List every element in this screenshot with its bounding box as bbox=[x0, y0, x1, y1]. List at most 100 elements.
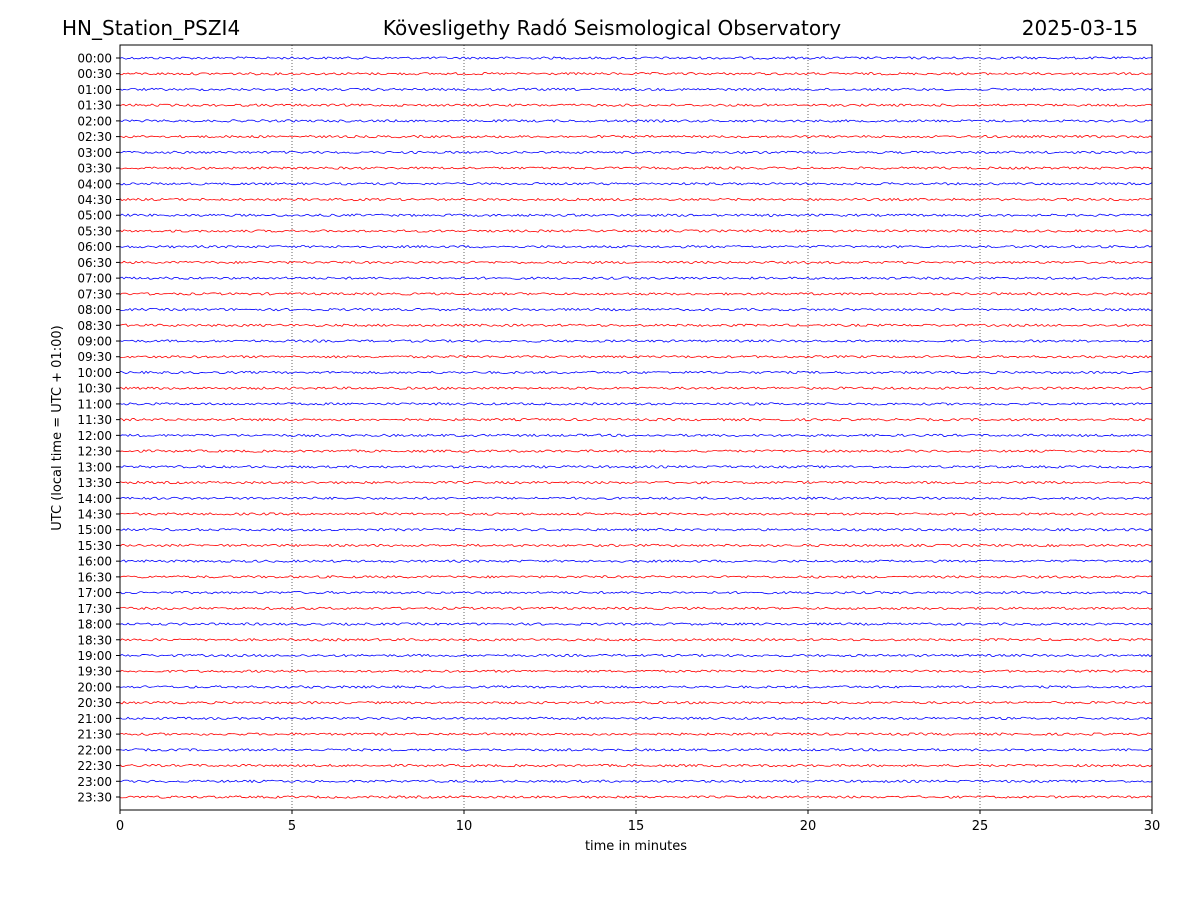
seismic-trace bbox=[119, 763, 1153, 768]
seismic-trace bbox=[119, 292, 1153, 296]
seismic-trace bbox=[119, 386, 1153, 390]
y-tick-label: 04:00 bbox=[77, 177, 112, 191]
y-tick-label: 09:00 bbox=[77, 335, 112, 349]
seismic-trace bbox=[119, 465, 1153, 469]
seismic-trace bbox=[119, 543, 1153, 548]
seismic-trace bbox=[119, 229, 1153, 233]
y-tick-label: 12:00 bbox=[77, 429, 112, 443]
y-tick-label: 11:30 bbox=[77, 413, 112, 427]
seismic-trace bbox=[119, 307, 1153, 312]
y-tick-label: 21:00 bbox=[77, 712, 112, 726]
y-tick-label: 13:00 bbox=[77, 460, 112, 474]
seismic-trace bbox=[119, 590, 1153, 595]
seismic-trace bbox=[119, 182, 1153, 186]
y-tick-label: 22:00 bbox=[77, 743, 112, 757]
plot-area bbox=[119, 45, 1153, 810]
seismic-trace bbox=[119, 370, 1153, 375]
seismic-trace bbox=[119, 527, 1153, 532]
y-tick-label: 02:00 bbox=[77, 114, 112, 128]
y-tick-label: 18:00 bbox=[77, 618, 112, 632]
seismic-trace bbox=[119, 559, 1153, 563]
y-tick-label: 01:00 bbox=[77, 83, 112, 97]
y-tick-label: 07:30 bbox=[77, 287, 112, 301]
seismic-trace bbox=[119, 622, 1153, 626]
x-tick-label: 10 bbox=[456, 819, 473, 834]
seismic-trace bbox=[119, 197, 1153, 202]
seismic-trace bbox=[119, 323, 1153, 328]
seismic-trace bbox=[119, 213, 1153, 217]
y-tick-label: 15:30 bbox=[77, 539, 112, 553]
seismic-trace bbox=[119, 748, 1153, 752]
seismic-trace bbox=[119, 653, 1153, 658]
y-tick-label: 09:30 bbox=[77, 350, 112, 364]
seismic-trace bbox=[119, 669, 1153, 673]
y-tick-label: 14:30 bbox=[77, 507, 112, 521]
y-tick-label: 03:30 bbox=[77, 162, 112, 176]
seismic-trace bbox=[119, 638, 1153, 642]
y-tick-label: 21:30 bbox=[77, 728, 112, 742]
seismic-trace bbox=[119, 449, 1153, 453]
y-tick-label: 10:30 bbox=[77, 382, 112, 396]
y-tick-label: 12:30 bbox=[77, 445, 112, 459]
y-tick-label: 01:30 bbox=[77, 99, 112, 113]
seismic-trace bbox=[119, 732, 1153, 736]
y-tick-label: 04:30 bbox=[77, 193, 112, 207]
seismic-trace bbox=[119, 134, 1153, 139]
x-axis-label: time in minutes bbox=[585, 839, 687, 854]
y-axis-label: UTC (local time = UTC + 01:00) bbox=[50, 325, 65, 530]
y-tick-label: 10:00 bbox=[77, 366, 112, 380]
seismic-trace bbox=[119, 260, 1153, 265]
seismic-trace bbox=[119, 166, 1153, 170]
chart-title: Kövesligethy Radó Seismological Observat… bbox=[383, 16, 841, 40]
y-tick-label: 05:00 bbox=[77, 209, 112, 223]
date-label: 2025-03-15 bbox=[1022, 16, 1138, 40]
y-tick-label: 19:00 bbox=[77, 649, 112, 663]
y-tick-label: 19:30 bbox=[77, 665, 112, 679]
y-tick-label: 02:30 bbox=[77, 130, 112, 144]
seismic-trace bbox=[119, 480, 1153, 485]
seismic-trace bbox=[119, 417, 1153, 422]
seismic-trace bbox=[119, 685, 1153, 689]
seismic-trace bbox=[119, 276, 1153, 280]
y-tick-label: 23:30 bbox=[77, 791, 112, 805]
seismic-trace bbox=[119, 716, 1153, 721]
seismic-trace bbox=[119, 244, 1153, 249]
seismic-trace bbox=[119, 433, 1153, 438]
station-label: HN_Station_PSZI4 bbox=[62, 16, 240, 40]
y-tick-label: 16:30 bbox=[77, 570, 112, 584]
seismic-trace bbox=[119, 87, 1153, 92]
seismic-trace bbox=[119, 496, 1153, 500]
y-tick-label: 00:00 bbox=[77, 52, 112, 66]
y-tick-label: 06:00 bbox=[77, 240, 112, 254]
seismic-trace bbox=[119, 575, 1153, 579]
y-tick-label: 05:30 bbox=[77, 224, 112, 238]
seismic-trace bbox=[119, 779, 1153, 784]
y-tick-label: 07:00 bbox=[77, 272, 112, 286]
y-tick-label: 06:30 bbox=[77, 256, 112, 270]
seismic-trace bbox=[119, 795, 1153, 799]
seismic-trace bbox=[119, 700, 1153, 705]
x-tick-label: 25 bbox=[972, 819, 989, 834]
y-tick-label: 08:30 bbox=[77, 319, 112, 333]
seismic-trace bbox=[119, 103, 1153, 107]
y-tick-label: 14:00 bbox=[77, 492, 112, 506]
seismic-trace bbox=[119, 339, 1153, 343]
y-tick-label: 20:30 bbox=[77, 696, 112, 710]
y-tick-label: 03:00 bbox=[77, 146, 112, 160]
y-tick-label: 20:00 bbox=[77, 680, 112, 694]
seismic-trace bbox=[119, 606, 1153, 611]
seismic-trace bbox=[119, 402, 1153, 406]
y-tick-label: 11:00 bbox=[77, 397, 112, 411]
x-tick-label: 20 bbox=[800, 819, 817, 834]
seismic-trace bbox=[119, 512, 1153, 516]
x-tick-label: 5 bbox=[288, 819, 296, 834]
seismic-trace bbox=[119, 119, 1153, 123]
y-tick-label: 17:30 bbox=[77, 602, 112, 616]
y-tick-label: 00:30 bbox=[77, 67, 112, 81]
y-tick-label: 22:30 bbox=[77, 759, 112, 773]
seismic-trace bbox=[119, 71, 1153, 76]
y-tick-label: 23:00 bbox=[77, 775, 112, 789]
x-tick-label: 15 bbox=[628, 819, 645, 834]
x-tick-label: 30 bbox=[1144, 819, 1161, 834]
